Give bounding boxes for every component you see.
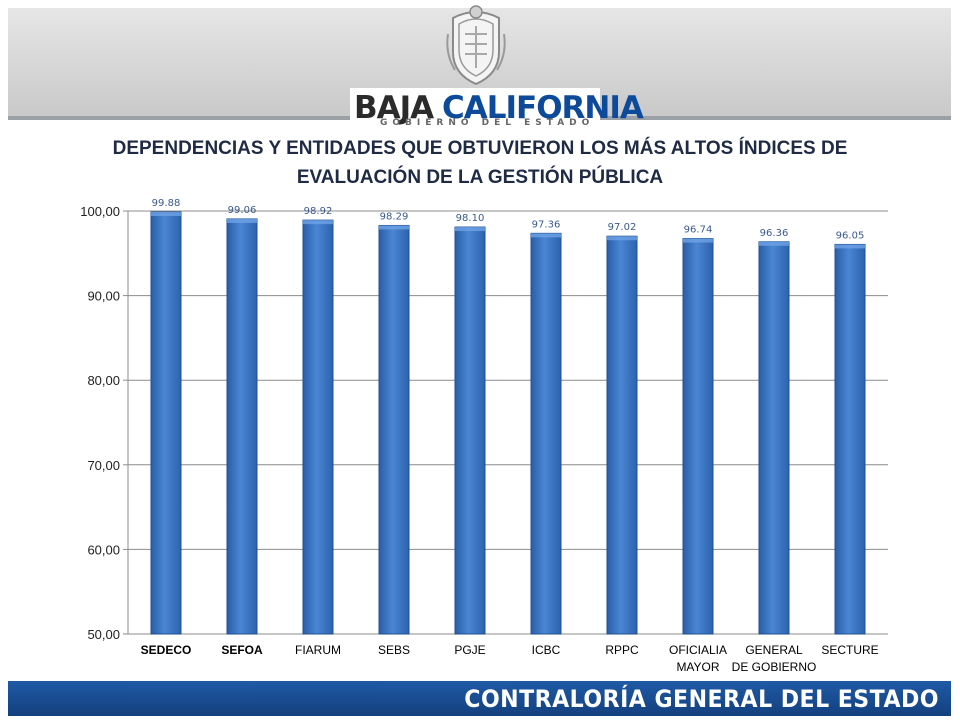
x-tick-label: SECTURE xyxy=(821,643,878,657)
x-tick-label: MAYOR xyxy=(676,660,719,674)
data-label: 98.10 xyxy=(456,213,485,224)
bar-top-highlight xyxy=(683,238,713,243)
bar-top-highlight xyxy=(303,220,333,225)
bar-top-highlight xyxy=(379,225,409,230)
data-label: 99.06 xyxy=(228,205,257,216)
x-tick-label: FIARUM xyxy=(295,643,341,657)
y-tick-label: 80,00 xyxy=(87,373,120,388)
x-tick-label: RPPC xyxy=(605,643,639,657)
y-tick-label: 70,00 xyxy=(87,458,120,473)
brand-part1: BAJA xyxy=(354,90,434,126)
x-tick-label: SEFOA xyxy=(221,643,263,657)
footer-band: CONTRALORÍA GENERAL DEL ESTADO xyxy=(8,681,951,716)
y-tick-label: 100,00 xyxy=(80,204,120,219)
bar xyxy=(226,218,258,635)
bar-top-highlight xyxy=(835,244,865,249)
chart-title-line2: EVALUACIÓN DE LA GESTIÓN PÚBLICA xyxy=(296,167,664,188)
chart-title: DEPENDENCIAS Y ENTIDADES QUE OBTUVIERON … xyxy=(60,134,900,192)
x-tick-label: SEDECO xyxy=(141,643,192,657)
bar-top-highlight xyxy=(607,236,637,241)
bar xyxy=(150,211,182,635)
bar xyxy=(378,224,410,635)
x-tick-label: ICBC xyxy=(532,643,561,657)
bar xyxy=(834,243,866,635)
footer-title: CONTRALORÍA GENERAL DEL ESTADO xyxy=(464,685,939,713)
data-label: 96.05 xyxy=(836,230,865,241)
brand-wordmark: BAJA CALIFORNIA xyxy=(350,88,644,126)
data-label: 96.36 xyxy=(760,228,789,239)
brand-part2: CALIFORNIA xyxy=(442,90,644,126)
y-tick-label: 90,00 xyxy=(87,289,120,304)
x-tick-label: OFICIALIA xyxy=(669,643,727,657)
bar-top-highlight xyxy=(227,218,257,223)
bar xyxy=(302,219,334,635)
x-tick-label: SEBS xyxy=(378,643,410,657)
x-tick-label: GENERAL xyxy=(745,643,803,657)
y-tick-label: 60,00 xyxy=(87,542,120,557)
data-label: 98.92 xyxy=(304,206,333,217)
coat-of-arms-icon xyxy=(446,5,506,86)
brand-subtitle: GOBIERNO DEL ESTADO xyxy=(380,118,595,128)
x-tick-label: PGJE xyxy=(454,643,485,657)
bar xyxy=(530,232,562,635)
bar xyxy=(682,238,714,635)
bar-top-highlight xyxy=(531,233,561,238)
data-label: 97.36 xyxy=(532,219,561,230)
y-tick-label: 50,00 xyxy=(87,627,120,642)
data-label: 98.29 xyxy=(380,211,409,222)
data-label: 99.88 xyxy=(152,198,181,209)
bar xyxy=(758,241,790,635)
baja-california-logo: BAJA CALIFORNIA GOBIERNO DEL ESTADO xyxy=(350,4,644,134)
data-label: 96.74 xyxy=(684,225,713,236)
data-label: 97.02 xyxy=(608,222,637,233)
bar xyxy=(606,235,638,635)
bar xyxy=(454,226,486,635)
bars xyxy=(150,211,866,635)
bar-top-highlight xyxy=(151,212,181,217)
x-tick-label: DE GOBIERNO xyxy=(732,660,817,674)
bar-top-highlight xyxy=(759,241,789,246)
bar-top-highlight xyxy=(455,227,485,232)
data-labels: 99.88 SEDECO 99.06 SEFOA 98.92 FIARUM 98.29 SEB… xyxy=(141,198,879,674)
chart-title-line1: DEPENDENCIAS Y ENTIDADES QUE OBTUVIERON … xyxy=(112,138,848,159)
